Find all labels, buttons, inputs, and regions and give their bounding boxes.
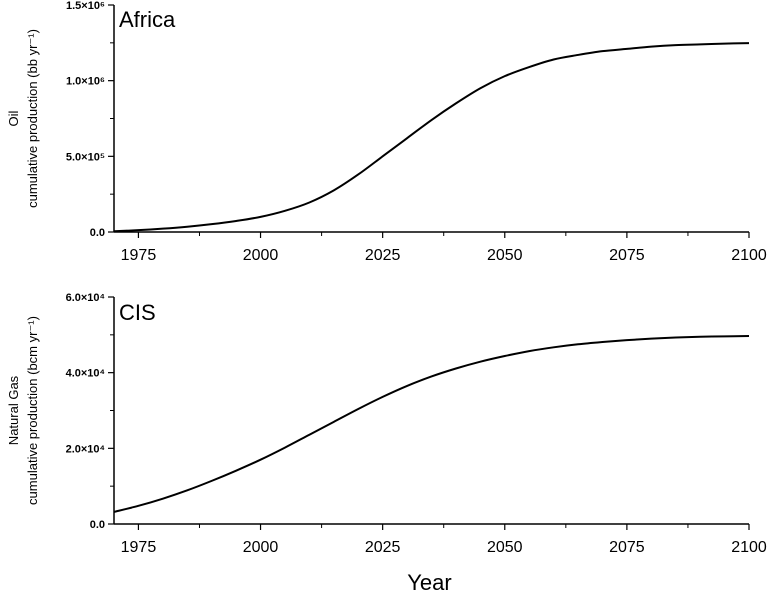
x-tick-label: 1975 xyxy=(121,539,157,556)
y-axis-label-line-2: cumulative production (bb yr⁻¹) xyxy=(25,29,40,208)
y-tick-label: 0.0 xyxy=(90,227,105,239)
y-axis-label-line-1: Natural Gas xyxy=(6,375,21,445)
y-tick-label: 4.0×10⁴ xyxy=(66,368,105,380)
x-tick-label: 2025 xyxy=(365,539,401,556)
x-tick-label: 2000 xyxy=(243,539,279,556)
series-line-1 xyxy=(113,334,750,513)
y-tick-label: 1.5×10⁶ xyxy=(66,0,105,12)
x-tick-label: 1975 xyxy=(121,247,157,264)
y-tick-label: 6.0×10⁴ xyxy=(66,292,105,304)
panel-title: CIS xyxy=(119,300,156,325)
chart-panel-1: 1975 2000 2025 2050 2075 2100 0.0 5.0×10⁵ 1.0×10… xyxy=(6,0,767,264)
series-line-1 xyxy=(113,42,750,233)
x-tick-label: 2050 xyxy=(487,247,523,264)
x-tick-label: 2100 xyxy=(731,247,767,264)
x-tick-label: 2050 xyxy=(487,539,523,556)
y-tick-label: 2.0×10⁴ xyxy=(66,443,105,455)
y-axis-label-line-1: Oil xyxy=(6,110,21,126)
y-tick-label: 0.0 xyxy=(90,519,105,531)
chart-panel-2: 1975 2000 2025 2050 2075 2100 0.0 2.0×10⁴ 4.0×10… xyxy=(6,292,767,595)
y-tick-label: 1.0×10⁶ xyxy=(66,76,105,88)
y-axis-label-line-2: cumulative production (bcm yr⁻¹) xyxy=(25,316,40,505)
x-tick-label: 2025 xyxy=(365,247,401,264)
x-tick-label: 2075 xyxy=(609,247,645,264)
y-tick-label: 5.0×10⁵ xyxy=(66,151,105,163)
x-axis-label: Year xyxy=(407,570,451,595)
x-tick-label: 2075 xyxy=(609,539,645,556)
x-tick-label: 2000 xyxy=(243,247,279,264)
x-tick-label: 2100 xyxy=(731,539,767,556)
panel-title: Africa xyxy=(119,7,176,32)
